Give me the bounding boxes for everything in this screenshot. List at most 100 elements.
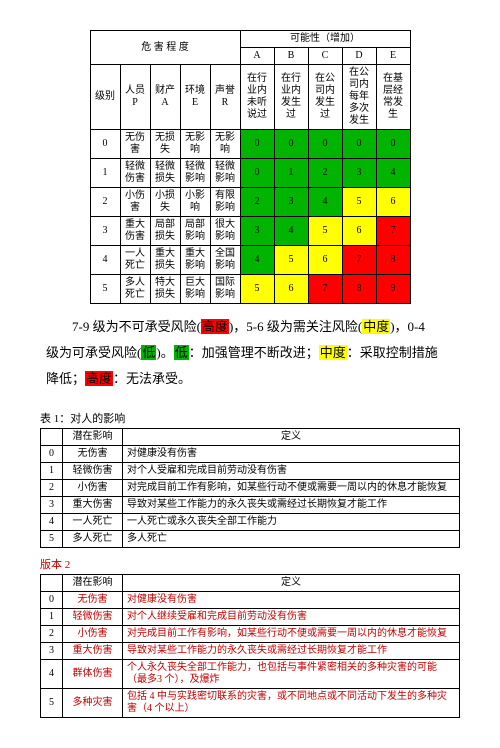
impact-level: 多种灾害	[63, 689, 123, 718]
impact-num: 2	[41, 480, 63, 497]
legend-high: 高度	[201, 319, 229, 334]
impact-def: 对个人受雇和完成目前劳动没有伤害	[123, 463, 460, 480]
row-header-label: 声誉 R	[210, 65, 240, 130]
hazard-cell: 重大伤害	[120, 217, 150, 246]
risk-cell: 5	[342, 188, 376, 217]
risk-cell: 8	[376, 246, 410, 275]
hazard-cell: 多人死亡	[120, 275, 150, 304]
impact-num: 5	[41, 531, 63, 548]
impact-def: 对完成目前工作有影响，如某些行动不便或需要一周以内的休息才能恢复	[123, 626, 460, 643]
impact-level: 重大伤害	[63, 643, 123, 660]
hazard-cell: 小伤害	[120, 188, 150, 217]
hazard-cell: 无伤害	[120, 130, 150, 159]
row-header-label: 级别	[90, 65, 120, 130]
impact-def: 多人死亡	[123, 531, 460, 548]
hazard-cell: 轻微损失	[150, 159, 180, 188]
risk-cell: 4	[274, 217, 308, 246]
impact-level: 重大伤害	[63, 497, 123, 514]
probability-header: 可能性（增加）	[240, 31, 410, 48]
impact-num: 4	[41, 514, 63, 531]
col-desc: 在基层经常发生	[376, 65, 410, 130]
col-desc: 在公司内每年多次发生	[342, 65, 376, 130]
risk-cell: 4	[376, 159, 410, 188]
impact-num: 3	[41, 643, 63, 660]
impact-def: 对健康没有伤害	[123, 446, 460, 463]
hazard-header: 危 害 程 度	[90, 31, 240, 65]
row-header-label: 环境 E	[180, 65, 210, 130]
impact-def: 对个人继续受雇和完成目前劳动没有伤害	[123, 609, 460, 626]
impact1-h2: 定义	[123, 429, 460, 446]
impact-level: 小伤害	[63, 626, 123, 643]
hazard-cell: 轻微影响	[210, 159, 240, 188]
impact-level: 无伤害	[63, 446, 123, 463]
impact-num: 4	[41, 660, 63, 689]
risk-cell: 7	[308, 275, 342, 304]
impact-num: 3	[41, 497, 63, 514]
impact-num: 2	[41, 626, 63, 643]
risk-cell: 2	[308, 159, 342, 188]
col-desc: 在行业内发生过	[274, 65, 308, 130]
impact-level: 无伤害	[63, 592, 123, 609]
hazard-cell: 4	[90, 246, 120, 275]
impact-level: 多人死亡	[63, 531, 123, 548]
impact-def: 个人永久丧失全部工作能力，也包括与事件紧密相关的多种灾害的可能（最多3 个），及…	[123, 660, 460, 689]
col-label: B	[274, 48, 308, 65]
risk-cell: 4	[308, 188, 342, 217]
risk-cell: 6	[342, 217, 376, 246]
col-label: D	[342, 48, 376, 65]
hazard-cell: 1	[90, 159, 120, 188]
col-label: E	[376, 48, 410, 65]
impact-level: 轻微伤害	[63, 463, 123, 480]
legend-text: 7-9 级为不可承受风险(高度)，5-6 级为需关注风险(中度)，0-4 级为可…	[46, 314, 454, 392]
impact2-title: 版本 2	[40, 556, 460, 572]
row-header-label: 财产 A	[150, 65, 180, 130]
risk-cell: 5	[308, 217, 342, 246]
hazard-cell: 国际影响	[210, 275, 240, 304]
col-label: C	[308, 48, 342, 65]
impact-num: 5	[41, 689, 63, 718]
impact-level: 一人死亡	[63, 514, 123, 531]
risk-cell: 3	[240, 217, 274, 246]
risk-cell: 0	[240, 130, 274, 159]
risk-cell: 0	[274, 130, 308, 159]
risk-cell: 6	[308, 246, 342, 275]
impact1-table: 潜在影响 定义 0无伤害对健康没有伤害1轻微伤害对个人受雇和完成目前劳动没有伤害…	[40, 428, 460, 548]
risk-cell: 5	[274, 246, 308, 275]
hazard-cell: 局部影响	[180, 217, 210, 246]
hazard-cell: 重大影响	[180, 246, 210, 275]
hazard-cell: 全国影响	[210, 246, 240, 275]
risk-cell: 1	[274, 159, 308, 188]
impact-def: 对完成目前工作有影响，如某些行动不便或需要一周以内的休息才能恢复	[123, 480, 460, 497]
impact-def: 包括 4 中与实践密切联系的灾害，或不同地点或不同活动下发生的多种灾害（4 个以…	[123, 689, 460, 718]
risk-cell: 8	[342, 275, 376, 304]
hazard-cell: 轻微影响	[180, 159, 210, 188]
hazard-cell: 0	[90, 130, 120, 159]
hazard-cell: 2	[90, 188, 120, 217]
impact-num: 1	[41, 609, 63, 626]
hazard-cell: 重大损失	[150, 246, 180, 275]
hazard-cell: 特大损失	[150, 275, 180, 304]
impact-num: 0	[41, 446, 63, 463]
impact-num: 1	[41, 463, 63, 480]
risk-cell: 0	[308, 130, 342, 159]
impact2-h1: 潜在影响	[63, 575, 123, 592]
hazard-cell: 无影响	[210, 130, 240, 159]
hazard-cell: 5	[90, 275, 120, 304]
risk-cell: 6	[376, 188, 410, 217]
impact2-h2: 定义	[123, 575, 460, 592]
risk-cell: 3	[274, 188, 308, 217]
col-desc: 在行业内未听说过	[240, 65, 274, 130]
risk-cell: 5	[240, 275, 274, 304]
impact-def: 导致对某些工作能力的永久丧失或需经过长期恢复才能工作	[123, 497, 460, 514]
risk-cell: 6	[274, 275, 308, 304]
hazard-cell: 无损失	[150, 130, 180, 159]
legend-low: 低	[141, 345, 156, 360]
col-desc: 在公司内发生过	[308, 65, 342, 130]
hazard-cell: 巨大影响	[180, 275, 210, 304]
row-header-label: 人员 P	[120, 65, 150, 130]
risk-cell: 9	[376, 275, 410, 304]
impact-num: 0	[41, 592, 63, 609]
hazard-cell: 小影响	[180, 188, 210, 217]
impact1-title: 表 1：对人的影响	[40, 410, 460, 426]
risk-cell: 0	[240, 159, 274, 188]
